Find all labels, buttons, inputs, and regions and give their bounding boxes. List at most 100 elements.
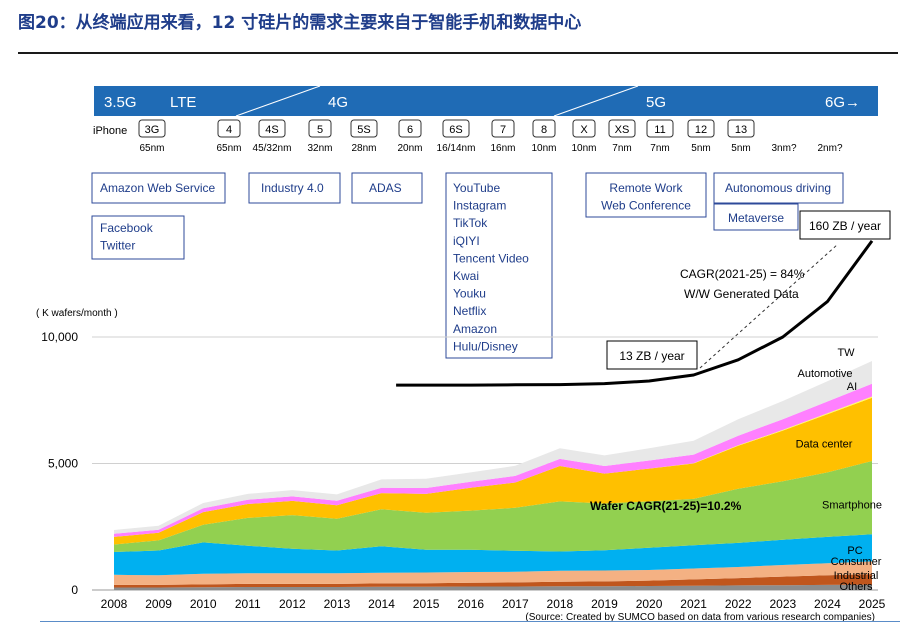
iphone-node: 16/14nm: [437, 143, 476, 154]
facebook-twitter-box-text: Twitter: [100, 239, 135, 253]
iphone-node: 2nm?: [817, 143, 842, 154]
series-label-pc: PC: [847, 545, 862, 557]
video-box-text: TikTok: [453, 216, 488, 230]
iphone-node: 65nm: [139, 143, 164, 154]
cagr-data-text: CAGR(2021-25) = 84%: [680, 267, 805, 281]
x-tick-label: 2018: [547, 597, 574, 611]
aws-box: [91, 172, 226, 204]
source-note: (Source: Created by SUMCO based on data …: [525, 612, 875, 623]
generation-label-3-5g: 3.5G: [104, 94, 137, 111]
generation-label-5g: 5G: [646, 94, 666, 111]
y-tick-label: 10,000: [41, 330, 78, 344]
overlay: [396, 240, 874, 387]
generation-label-6g: 6G→: [825, 94, 860, 111]
series-label-others: Others: [839, 581, 873, 593]
iphone-model: XS: [615, 124, 630, 136]
adas-box-text: ADAS: [369, 181, 402, 195]
iphone-box: [217, 119, 241, 138]
iphone-node: 10nm: [531, 143, 556, 154]
area-data-center: [114, 397, 872, 545]
x-tick-label: 2024: [814, 597, 841, 611]
iphone-node: 28nm: [351, 143, 376, 154]
video-box-text: Hulu/Disney: [453, 339, 518, 353]
y-tick-label: 0: [71, 583, 78, 597]
iphone-node: 32nm: [307, 143, 332, 154]
iphone-node: 65nm: [216, 143, 241, 154]
iphone-node: 20nm: [397, 143, 422, 154]
iphone-model: 5S: [357, 124, 370, 136]
figure-title: 图20：从终端应用来看，12 寸硅片的需求主要来自于智能手机和数据中心: [18, 13, 582, 33]
iphone-model: 6: [407, 124, 413, 136]
iphone-model: X: [580, 124, 588, 136]
iphone-node: 45/32nm: [253, 143, 292, 154]
iphone-model: 4S: [265, 124, 278, 136]
x-tick-label: 2019: [591, 597, 618, 611]
stacked-areas: [114, 361, 872, 590]
generation-banner: 3.5G LTE 4G 5G 6G→: [94, 85, 878, 117]
area-pc: [114, 534, 872, 576]
iphone-node: 3nm?: [771, 143, 796, 154]
iphone-model: 4: [226, 124, 232, 136]
metaverse-box: [713, 203, 799, 231]
callout-2025-box: [799, 210, 891, 240]
autonomous-box-text: Autonomous driving: [725, 181, 831, 195]
iphone-node: 5nm: [691, 143, 710, 154]
y-axis-label: ( K wafers/month ): [36, 308, 118, 319]
series-label-smartphone: Smartphone: [822, 500, 882, 512]
remote-box-text: Web Conference: [601, 199, 691, 213]
bottom-rule: [40, 621, 900, 622]
iphone-box: [646, 119, 674, 138]
x-tick-label: 2020: [636, 597, 663, 611]
generated-data-line: [396, 240, 874, 387]
x-tick-label: 2012: [279, 597, 306, 611]
x-tick-label: 2016: [457, 597, 484, 611]
x-tick-label: 2011: [235, 597, 261, 611]
video-box-text: iQIYI: [453, 234, 480, 248]
iphone-node: 10nm: [571, 143, 596, 154]
autonomous-box: [713, 172, 844, 204]
aws-box-text: Amazon Web Service: [100, 181, 215, 195]
area-automotive: [114, 383, 872, 537]
remote-box: [585, 172, 707, 218]
iphone-box: [308, 119, 332, 138]
video-box-text: Youku: [453, 287, 486, 301]
generation-label-lte: LTE: [170, 94, 196, 111]
iphone-box: [532, 119, 556, 138]
iphone-row: iPhone 3G 65nm 4 65nm 4S 45/32nm 5 32nm 5S 28nm 6 2…: [93, 119, 843, 154]
iphone-node: 5nm: [731, 143, 750, 154]
video-box-text: Instagram: [453, 199, 506, 213]
facebook-twitter-box: [91, 215, 185, 260]
iphone-box: [398, 119, 422, 138]
series-label-industrial: Industrial: [834, 570, 879, 582]
iphone-model: 5: [317, 124, 323, 136]
x-tick-label: 2015: [413, 597, 440, 611]
area-others: [114, 584, 872, 590]
generation-divider-4g: [235, 85, 321, 117]
y-tick-label: 5,000: [48, 457, 78, 471]
video-box-text: YouTube: [453, 181, 500, 195]
generation-divider-5g: [553, 85, 639, 117]
adas-box: [351, 172, 423, 204]
x-tick-label: 2008: [101, 597, 128, 611]
iphone-node: 7nm: [650, 143, 669, 154]
area-smartphone: [114, 461, 872, 552]
series-label-ai: AI: [847, 381, 857, 393]
iphone-label: iPhone: [93, 125, 127, 137]
x-tick-label: 2021: [680, 597, 707, 611]
iphone-box: [687, 119, 715, 138]
callout-2025-text: 160 ZB / year: [809, 219, 881, 233]
x-tick-label: 2023: [769, 597, 796, 611]
industry-box: [248, 172, 341, 204]
series-label-automotive: Automotive: [797, 368, 852, 380]
iphone-model: 11: [654, 124, 665, 136]
video-box: [445, 172, 553, 359]
metaverse-box-text: Metaverse: [728, 211, 784, 225]
video-box-text: Tencent Video: [453, 251, 529, 265]
iphone-model: 8: [541, 124, 547, 136]
series-label-consumer: Consumer: [831, 556, 882, 568]
x-tick-label: 2009: [145, 597, 172, 611]
iphone-box: [350, 119, 378, 138]
generation-banner-bar: [94, 86, 878, 116]
facebook-twitter-box-text: Facebook: [100, 221, 154, 235]
x-tick-label: 2013: [324, 597, 351, 611]
